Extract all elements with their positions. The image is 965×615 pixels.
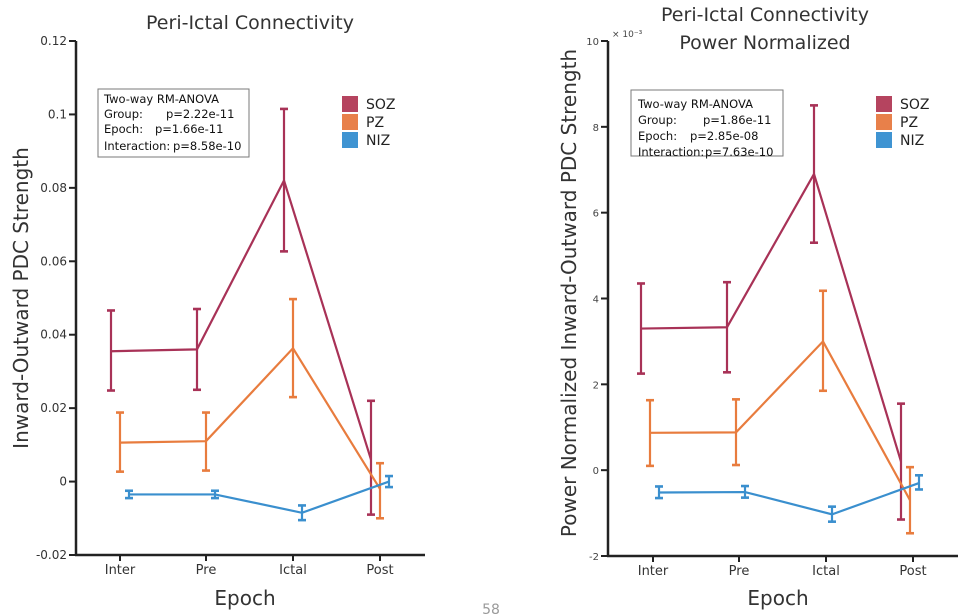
legend-swatch-pz [876,114,892,130]
y-axis-label: Power Normalized Inward-Outward PDC Stre… [557,49,581,537]
stats-box: Two-way RM-ANOVA Group: p=1.86e-11 Epoch… [630,89,784,159]
y-tick-label: 4 [593,295,599,306]
legend: SOZ PZ NIZ [342,96,396,149]
series-line-pz [649,339,911,501]
axes: -2 0 2 4 6 8 10 Inter Pre Ictal Post [586,37,958,579]
page-number: 58 [482,602,500,615]
stats-group-label: Group: [104,107,143,121]
series-niz [125,474,393,522]
stats-interaction-label: Interaction: [638,145,704,159]
y-tick-label: 0 [593,466,599,477]
y-tick-label: 8 [593,123,599,134]
series-line-niz [129,480,390,514]
x-tick-label: Ictal [279,563,307,578]
y-tick-label: 0.1 [48,107,67,121]
y-tick-label: 6 [593,209,599,220]
series-soz [107,107,375,516]
chart-title: Peri-Ictal Connectivity [661,4,869,26]
legend-label-soz: SOZ [900,97,930,113]
stats-epoch-value: p=2.85e-08 [690,129,758,143]
stats-interaction-value: p=7.63e-10 [705,145,773,159]
y-tick-label: 2 [593,380,599,391]
stats-group-value: p=1.86e-11 [703,113,771,127]
x-tick-label: Inter [638,564,669,579]
stats-group-value: p=2.22e-11 [166,107,234,121]
y-axis-label: Inward-Outward PDC Strength [9,147,33,449]
stats-epoch-label: Epoch: [104,122,143,136]
y-tick-label: 0 [59,475,67,489]
legend-swatch-pz [342,114,358,130]
plot-area [637,104,923,535]
x-tick-label: Pre [196,563,217,578]
chart-right: Peri-Ictal Connectivity Power Normalized… [557,4,958,610]
legend-label-pz: PZ [366,115,384,131]
stats-box: Two-way RM-ANOVA Group: p=2.22e-11 Epoch… [97,88,250,158]
y-tick-label: 0.02 [40,401,67,415]
chart-left: Peri-Ictal Connectivity Inward-Outward P… [9,12,425,610]
stats-epoch-value: p=1.66e-11 [155,122,223,136]
stats-interaction-value: p=8.58e-10 [173,139,241,153]
series-line-soz [110,177,373,460]
stats-epoch-label: Epoch: [638,129,677,143]
legend-label-soz: SOZ [366,97,396,113]
chart-subtitle: Power Normalized [679,32,850,54]
x-axis-label: Epoch [747,586,808,610]
y-tick-label: 0.08 [40,181,67,195]
stats-box-border [630,89,784,157]
x-axis-label: Epoch [214,586,275,610]
stats-box-border [97,88,250,158]
legend-swatch-soz [876,96,892,112]
x-tick-label: Post [366,563,393,578]
series-line-soz [640,171,903,462]
stats-heading: Two-way RM-ANOVA [637,97,753,111]
series-pz [116,297,384,520]
legend-label-niz: NIZ [900,133,924,149]
legend-swatch-niz [876,132,892,148]
series-soz [637,104,905,521]
series-niz [655,474,923,523]
y-tick-label: 0.12 [40,34,67,48]
x-tick-label: Inter [105,563,136,578]
stats-interaction-label: Interaction: [104,139,170,153]
y-tick-label: -0.02 [36,548,67,562]
y-tick-label: -2 [589,552,599,563]
series-pz [646,289,914,535]
plot-area [107,107,393,522]
series-line-niz [658,482,920,516]
stats-heading: Two-way RM-ANOVA [103,92,219,106]
legend-label-pz: PZ [900,115,918,131]
y-axis-multiplier: × 10⁻³ [612,30,643,40]
y-tick-label: 10 [586,37,599,48]
y-tick-label: 0.04 [40,328,67,342]
y-tick-label: 0.06 [40,254,67,268]
axes: -0.02 0 0.02 0.04 0.06 0.08 0.1 0.12 Inter Pre Ict… [36,34,425,578]
x-tick-label: Pre [729,564,750,579]
x-tick-label: Ictal [812,564,840,579]
x-tick-label: Post [899,564,926,579]
series-line-pz [119,346,381,490]
legend-swatch-soz [342,96,358,112]
stats-group-label: Group: [638,113,677,127]
legend: SOZ PZ NIZ [876,96,930,149]
chart-title: Peri-Ictal Connectivity [146,12,354,34]
legend-label-niz: NIZ [366,133,390,149]
legend-swatch-niz [342,132,358,148]
